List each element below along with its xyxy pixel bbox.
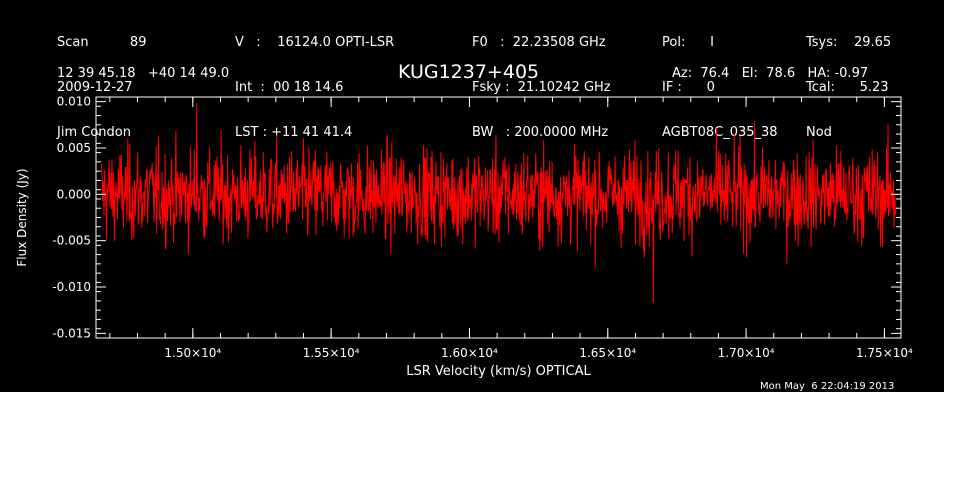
header-observer: Jim Condon: [57, 125, 131, 140]
source-title: KUG1237+405: [398, 61, 540, 83]
header-coordinates: 12 39 45.18 +40 14 49.0: [57, 66, 230, 81]
header-col-tsys: Tsys: 29.65 Tcal: 5.23 Nod: [806, 5, 891, 170]
y-axis-label: Flux Density (Jy): [15, 168, 29, 266]
header-lst: LST : +11 41 41.4: [235, 125, 353, 140]
header-col-scan: Scan 89 2009-12-27 Jim Condon: [57, 5, 146, 170]
header-pointing: Az: 76.4 El: 78.6 HA: -0.97: [672, 66, 869, 81]
spectrum-chart: 0.010 0.005 0.000 -0.005 -0.010 -0.015 1.50×10…: [15, 95, 913, 379]
header-date: 2009-12-27: [57, 80, 133, 95]
plot-panel: Scan 89 2009-12-27 Jim Condon V : 16124.…: [0, 0, 944, 392]
header-col-frequency: F0 : 22.23508 GHz Fsky : 21.10242 GHz BW…: [472, 5, 611, 170]
x-tick-label: 1.50×10⁴: [164, 346, 221, 360]
x-tick-label: 1.70×10⁴: [718, 346, 775, 360]
y-tick-label: -0.015: [52, 326, 91, 340]
header-scan: Scan 89: [57, 35, 147, 50]
header-if: IF : 0: [662, 80, 715, 95]
x-tick-label: 1.55×10⁴: [303, 346, 360, 360]
header-col-velocity: V : 16124.0 OPTI-LSR Int : 00 18 14.6 LS…: [235, 5, 394, 170]
y-tick-label: 0.010: [57, 95, 91, 109]
header-velocity: V : 16124.0 OPTI-LSR: [235, 35, 395, 50]
header-f0: F0 : 22.23508 GHz: [472, 35, 606, 50]
header-fsky: Fsky : 21.10242 GHz: [472, 80, 611, 95]
y-tick-label: -0.005: [52, 234, 91, 248]
y-tick-label: 0.000: [57, 187, 91, 201]
header-integration: Int : 00 18 14.6: [235, 80, 344, 95]
header-bw: BW : 200.0000 MHz: [472, 125, 609, 140]
x-axis-label: LSR Velocity (km/s) OPTICAL: [406, 364, 591, 379]
y-tick-label: 0.005: [57, 141, 91, 155]
spectrum-trace-layer: [101, 103, 896, 303]
header-procedure: Nod: [806, 125, 832, 140]
timestamp: Mon May 6 22:04:19 2013: [760, 381, 895, 392]
header-tcal: Tcal: 5.23: [806, 80, 889, 95]
header-tsys: Tsys: 29.65: [806, 35, 892, 50]
x-tick-label: 1.60×10⁴: [441, 346, 498, 360]
header-project: AGBT08C_035_38: [662, 125, 778, 140]
x-tick-label: 1.75×10⁴: [856, 346, 913, 360]
spectrum-line: [101, 103, 896, 303]
x-tick-label: 1.65×10⁴: [579, 346, 636, 360]
y-tick-label: -0.010: [52, 280, 91, 294]
axis-ticks: 0.010 0.005 0.000 -0.005 -0.010 -0.015 1.50×10…: [52, 95, 913, 360]
header-pol: Pol: I: [662, 35, 714, 50]
header-col-pol: Pol: I IF : 0 AGBT08C_035_38: [662, 5, 778, 170]
